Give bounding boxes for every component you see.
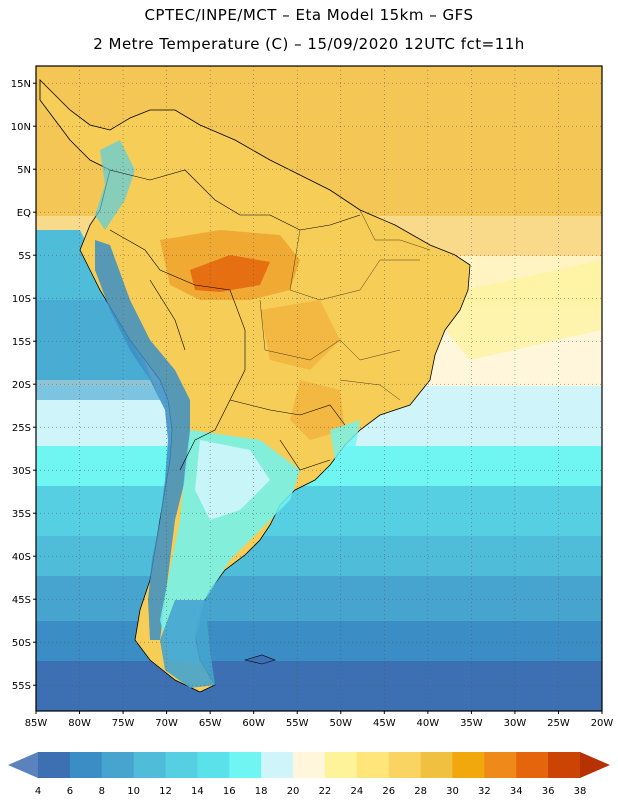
ocean-band [36, 576, 602, 621]
lat-tick-label: 10N [11, 122, 31, 133]
legend-swatch [356, 752, 390, 778]
warm-region [290, 380, 345, 440]
lon-tick-label: 55W [286, 718, 309, 729]
lat-tick-label: 50S [12, 638, 31, 649]
lat-tick-label: 15S [12, 337, 31, 348]
legend-swatch [548, 752, 581, 778]
legend-swatch [197, 752, 230, 778]
legend-label: 18 [255, 786, 268, 797]
legend-label: 12 [159, 786, 172, 797]
lat-tick-label: 30S [12, 466, 31, 477]
legend-label: 28 [414, 786, 427, 797]
lon-tick-label: 75W [112, 718, 135, 729]
legend-swatch [484, 752, 517, 778]
lat-tick-label: 15N [11, 79, 31, 90]
legend-swatch [229, 752, 262, 778]
legend-label: 20 [287, 786, 300, 797]
legend-label: 8 [99, 786, 105, 797]
legend-swatch [165, 752, 198, 778]
lon-tick-label: 35W [460, 718, 483, 729]
lat-tick-label: 55S [12, 681, 31, 692]
legend-high-end-triangle [580, 752, 610, 778]
patagonia-cold [160, 600, 215, 688]
legend-swatch [69, 752, 103, 778]
lat-tick-label: EQ [17, 208, 31, 219]
legend-label: 6 [67, 786, 73, 797]
legend-low-end-triangle [8, 752, 38, 778]
ocean-band [36, 661, 602, 711]
legend-swatch [261, 752, 294, 778]
lon-tick-label: 80W [68, 718, 91, 729]
legend-label: 32 [478, 786, 491, 797]
legend-swatch [101, 752, 135, 778]
lon-tick-label: 70W [155, 718, 178, 729]
pampas-mild [195, 440, 270, 520]
falkland-islands [243, 654, 276, 665]
latitude-labels: 15N 10N 5N EQ 5S 10S 15S 20S 25S 30S 35S 40S 45S 50S 5… [11, 79, 36, 692]
map-title-line-1: CPTEC/INPE/MCT – Eta Model 15km – GFS [144, 6, 474, 24]
legend-swatch [516, 752, 549, 778]
lat-tick-label: 35S [12, 509, 31, 520]
legend-swatch [420, 752, 453, 778]
ocean-band [36, 536, 602, 576]
lat-tick-label: 5N [17, 165, 31, 176]
lon-tick-label: 60W [242, 718, 265, 729]
lat-tick-label: 20S [12, 380, 31, 391]
northern-andes-cool [95, 140, 135, 230]
legend-swatch [38, 752, 71, 778]
ocean-band [36, 486, 602, 536]
lat-tick-label: 5S [18, 251, 31, 262]
lon-tick-label: 40W [417, 718, 440, 729]
legend-swatch [324, 752, 358, 778]
map-frame [35, 65, 603, 712]
state-borders [259, 209, 431, 401]
warm-region [260, 300, 340, 370]
legend-swatch [452, 752, 485, 778]
coastal-cool [330, 420, 360, 460]
legend-label: 4 [35, 786, 41, 797]
lat-tick-label: 10S [12, 294, 31, 305]
legend-label: 10 [127, 786, 140, 797]
legend-label: 16 [223, 786, 236, 797]
lat-tick-label: 40S [12, 552, 31, 563]
legend-label: 14 [191, 786, 204, 797]
lon-tick-label: 45W [373, 718, 396, 729]
legend-label: 38 [574, 786, 587, 797]
lon-tick-label: 25W [547, 718, 570, 729]
legend-label: 24 [350, 786, 363, 797]
lon-tick-label: 20W [591, 718, 614, 729]
andes-cool [95, 240, 190, 640]
map-title-line-2: 2 Metre Temperature (C) – 15/09/2020 12U… [93, 35, 525, 53]
legend-label: 30 [446, 786, 459, 797]
lon-tick-label: 30W [504, 718, 527, 729]
temperature-field [36, 66, 602, 711]
legend-swatch [133, 752, 167, 778]
color-legend: 4 6 8 10 12 14 16 18 20 22 24 26 28 30 32 34 36 38 [8, 752, 610, 797]
legend-label: 36 [542, 786, 555, 797]
lat-tick-label: 25S [12, 423, 31, 434]
south-america-land [39, 79, 471, 693]
longitude-labels: 85W 80W 75W 70W 65W 60W 55W 50W 45W 40W 35W 30W 25W 2… [25, 711, 614, 729]
lon-tick-label: 50W [329, 718, 352, 729]
legend-swatch [293, 752, 326, 778]
lon-tick-label: 85W [25, 718, 48, 729]
temperature-map: 15N 10N 5N EQ 5S 10S 15S 20S 25S 30S 35S 40S 45S 50S 5… [11, 65, 614, 729]
legend-label: 34 [510, 786, 523, 797]
ocean-band [36, 621, 602, 661]
lon-tick-label: 65W [199, 718, 222, 729]
atlantic-warm-water [420, 260, 602, 360]
legend-swatch [388, 752, 422, 778]
lat-tick-label: 45S [12, 595, 31, 606]
legend-label: 26 [382, 786, 395, 797]
legend-label: 22 [319, 786, 332, 797]
